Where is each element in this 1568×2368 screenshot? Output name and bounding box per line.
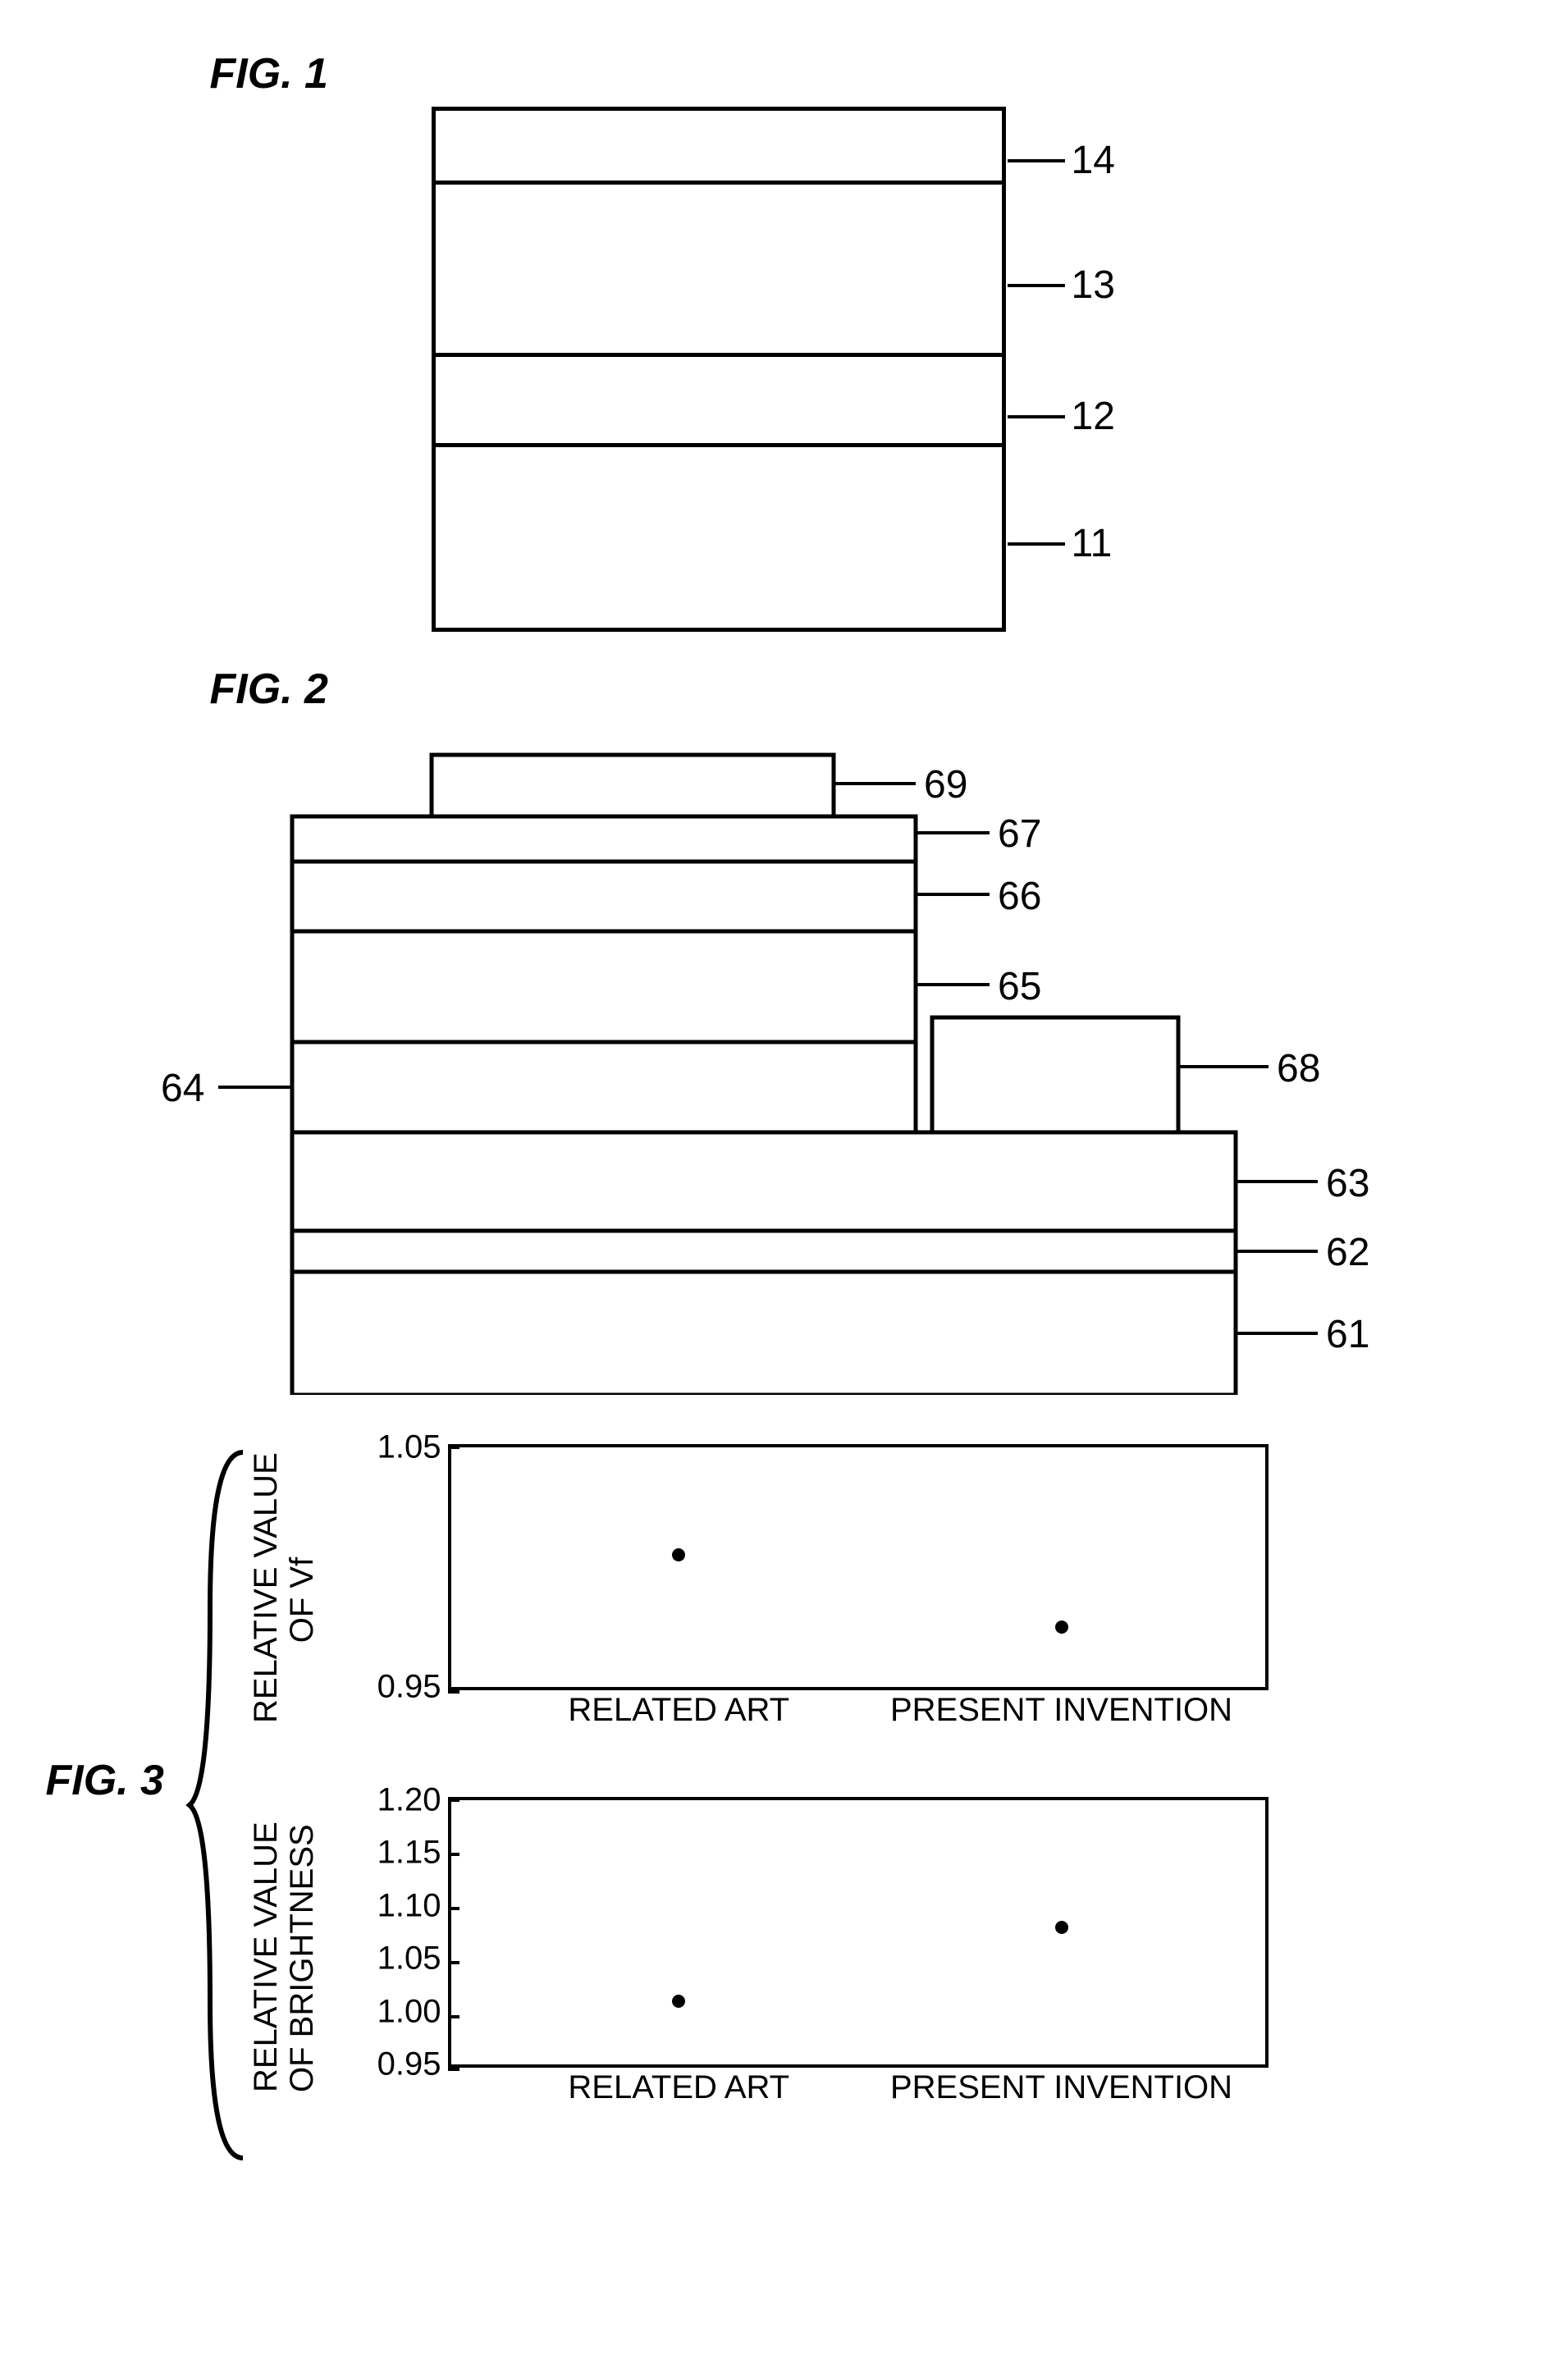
fig2-svg: 69 67 66 65 64 68 63 62 61 bbox=[144, 722, 1539, 1395]
fig1-stack bbox=[432, 107, 1006, 632]
fig3-vf-plot: 1.05 0.95 RELATED ART PRESENT INVENTION bbox=[448, 1444, 1269, 1690]
fig3-vf-ylabel: RELATIVE VALUE OF Vf bbox=[248, 1477, 320, 1723]
fig3-vf-ytick-hi: 1.05 bbox=[377, 1429, 451, 1466]
fig3-br-ytick-5: 1.20 bbox=[377, 1782, 451, 1819]
fig2-layer-64 bbox=[292, 1042, 916, 1132]
fig2-layer-62 bbox=[292, 1231, 1236, 1272]
fig3-chart-brightness: RELATIVE VALUE OF BRIGHTNESS 1.20 1.15 1… bbox=[259, 1797, 1490, 2142]
fig1-layer-11 bbox=[436, 443, 1002, 632]
fig2-label-64: 64 bbox=[161, 1067, 204, 1110]
fig3-br-ytick-2: 1.05 bbox=[377, 1941, 451, 1977]
fig2-label-68: 68 bbox=[1277, 1047, 1320, 1090]
fig3-vf-xtick-0: RELATED ART bbox=[568, 1687, 789, 1729]
fig1-lead-14: 14 bbox=[1008, 138, 1122, 183]
fig3-chart-vf: RELATIVE VALUE OF Vf 1.05 0.95 RELATED A… bbox=[259, 1444, 1490, 1756]
fig3-br-ytick-3: 1.10 bbox=[377, 1887, 451, 1924]
fig1-label-14: 14 bbox=[1065, 138, 1122, 183]
fig3-br-pt-related bbox=[672, 1995, 685, 2008]
fig1-lead-12: 12 bbox=[1008, 394, 1122, 439]
page: FIG. 1 14 13 12 11 FIG. 2 bbox=[46, 49, 1523, 2183]
fig1-label-12: 12 bbox=[1065, 394, 1122, 439]
fig1: 14 13 12 11 bbox=[292, 107, 1441, 632]
fig1-title: FIG. 1 bbox=[210, 49, 1523, 98]
fig2-label-62: 62 bbox=[1326, 1231, 1369, 1274]
fig3-vf-pt-present bbox=[1055, 1621, 1068, 1634]
fig2-title: FIG. 2 bbox=[210, 665, 1523, 714]
fig3-br-plot: 1.20 1.15 1.10 1.05 1.00 0.95 RELATED AR… bbox=[448, 1797, 1269, 2068]
fig1-layer-12 bbox=[436, 353, 1002, 443]
fig3-brace-icon bbox=[185, 1444, 251, 2166]
fig2-layer-61 bbox=[292, 1272, 1236, 1395]
fig2-label-67: 67 bbox=[998, 812, 1041, 856]
fig3-br-ylabel: RELATIVE VALUE OF BRIGHTNESS bbox=[248, 1846, 320, 2092]
fig1-label-13: 13 bbox=[1065, 263, 1122, 308]
fig2-label-63: 63 bbox=[1326, 1162, 1369, 1205]
fig1-lead-13: 13 bbox=[1008, 263, 1122, 308]
fig1-layer-13 bbox=[436, 181, 1002, 353]
fig3-br-xtick-0: RELATED ART bbox=[568, 2064, 789, 2106]
fig2-layer-65 bbox=[292, 931, 916, 1042]
fig3-vf-pt-related bbox=[672, 1548, 685, 1561]
fig1-label-11: 11 bbox=[1065, 521, 1119, 566]
fig2-layer-67 bbox=[292, 816, 916, 862]
fig3-vf-ytick-lo: 0.95 bbox=[377, 1669, 451, 1706]
fig2-layer-66 bbox=[292, 862, 916, 931]
fig3-br-ytick-4: 1.15 bbox=[377, 1835, 451, 1872]
fig3-br-ytick-1: 1.00 bbox=[377, 1993, 451, 2030]
fig2-layer-68 bbox=[932, 1017, 1178, 1132]
fig3-title: FIG. 3 bbox=[46, 1756, 164, 1805]
fig2-label-69: 69 bbox=[924, 763, 967, 807]
fig2: 69 67 66 65 64 68 63 62 61 bbox=[144, 722, 1539, 1395]
fig2-label-66: 66 bbox=[998, 875, 1041, 918]
fig2-label-65: 65 bbox=[998, 965, 1041, 1008]
fig2-label-61: 61 bbox=[1326, 1313, 1369, 1356]
fig1-layer-14 bbox=[436, 107, 1002, 181]
fig3-br-pt-present bbox=[1055, 1921, 1068, 1934]
fig3: FIG. 3 RELATIVE VALUE OF Vf 1.05 0.95 RE… bbox=[46, 1444, 1523, 2183]
fig3-vf-xtick-1: PRESENT INVENTION bbox=[890, 1687, 1232, 1729]
fig3-br-ytick-0: 0.95 bbox=[377, 2046, 451, 2083]
fig3-br-xtick-1: PRESENT INVENTION bbox=[890, 2064, 1232, 2106]
fig1-lead-11: 11 bbox=[1008, 521, 1119, 566]
fig2-layer-69 bbox=[432, 755, 834, 816]
fig3-charts: RELATIVE VALUE OF Vf 1.05 0.95 RELATED A… bbox=[259, 1444, 1490, 2183]
fig2-layer-63 bbox=[292, 1132, 1236, 1231]
